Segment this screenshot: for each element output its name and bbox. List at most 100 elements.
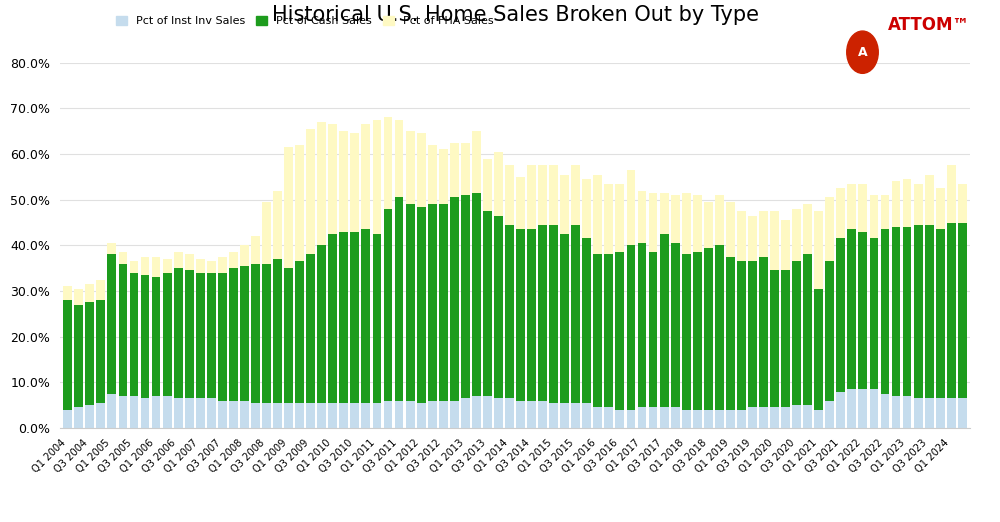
Bar — [119, 252, 127, 264]
Bar — [638, 243, 646, 408]
Bar — [251, 403, 260, 428]
Bar — [262, 202, 271, 264]
Bar — [119, 264, 127, 396]
Bar — [836, 239, 845, 392]
Bar — [914, 184, 923, 225]
Bar — [63, 287, 72, 300]
Bar — [892, 396, 900, 428]
Bar — [649, 252, 657, 408]
Bar — [439, 149, 448, 204]
Bar — [240, 266, 249, 401]
Bar — [439, 204, 448, 401]
Bar — [317, 403, 326, 428]
Bar — [538, 225, 547, 401]
Bar — [483, 211, 492, 396]
Bar — [792, 209, 801, 262]
Bar — [770, 408, 779, 428]
Bar — [881, 195, 889, 229]
Legend: Pct of Inst Inv Sales, Pct of Cash Sales, Pct of FHA Sales: Pct of Inst Inv Sales, Pct of Cash Sales… — [111, 11, 498, 31]
Bar — [141, 257, 149, 275]
Bar — [627, 245, 635, 410]
Bar — [141, 398, 149, 428]
Bar — [870, 389, 878, 428]
Bar — [406, 131, 415, 204]
Bar — [196, 259, 205, 272]
Bar — [560, 234, 569, 403]
Bar — [748, 408, 757, 428]
Bar — [350, 403, 359, 428]
Bar — [836, 392, 845, 428]
Bar — [85, 302, 94, 405]
Bar — [196, 398, 205, 428]
Bar — [814, 211, 823, 289]
Bar — [638, 191, 646, 243]
Bar — [119, 396, 127, 428]
Bar — [682, 255, 691, 410]
Bar — [516, 229, 525, 401]
Bar — [417, 207, 426, 403]
Bar — [74, 305, 83, 408]
Bar — [273, 259, 282, 403]
Bar — [505, 165, 514, 225]
Bar — [218, 401, 227, 428]
Bar — [295, 403, 304, 428]
Bar — [163, 259, 172, 272]
Bar — [870, 195, 878, 239]
Bar — [693, 252, 702, 410]
Bar — [174, 252, 183, 268]
Bar — [262, 403, 271, 428]
Bar — [759, 257, 768, 408]
Bar — [328, 124, 337, 234]
Bar — [96, 280, 105, 300]
Bar — [229, 401, 238, 428]
Bar — [582, 179, 591, 239]
Bar — [770, 211, 779, 270]
Bar — [781, 408, 790, 428]
Bar — [671, 243, 680, 408]
Bar — [339, 131, 348, 232]
Bar — [693, 410, 702, 428]
Bar — [947, 398, 956, 428]
Bar — [461, 195, 470, 398]
Bar — [936, 188, 945, 229]
Bar — [174, 398, 183, 428]
Bar — [306, 254, 315, 403]
Bar — [152, 396, 160, 428]
Bar — [858, 389, 867, 428]
Bar — [450, 197, 459, 401]
Bar — [858, 184, 867, 232]
Bar — [317, 122, 326, 245]
Bar — [505, 225, 514, 398]
Bar — [792, 262, 801, 405]
Bar — [130, 262, 138, 272]
Bar — [240, 401, 249, 428]
Bar — [152, 277, 160, 396]
Bar — [615, 184, 624, 252]
Bar — [615, 252, 624, 410]
Bar — [958, 222, 967, 398]
Bar — [803, 204, 812, 254]
Bar — [847, 229, 856, 389]
Bar — [715, 195, 724, 245]
Bar — [682, 410, 691, 428]
Bar — [870, 239, 878, 389]
Bar — [881, 229, 889, 394]
Bar — [130, 396, 138, 428]
Bar — [450, 143, 459, 197]
Bar — [660, 193, 669, 234]
Bar — [925, 174, 934, 225]
Bar — [538, 165, 547, 225]
Bar — [428, 145, 437, 204]
Bar — [295, 262, 304, 403]
Bar — [660, 234, 669, 408]
Bar — [229, 268, 238, 401]
Bar — [384, 117, 392, 209]
Bar — [527, 165, 536, 229]
Bar — [560, 403, 569, 428]
Bar — [726, 257, 735, 410]
Bar — [903, 396, 911, 428]
Bar — [107, 394, 116, 428]
Bar — [836, 188, 845, 239]
Bar — [549, 225, 558, 403]
Bar — [858, 232, 867, 389]
